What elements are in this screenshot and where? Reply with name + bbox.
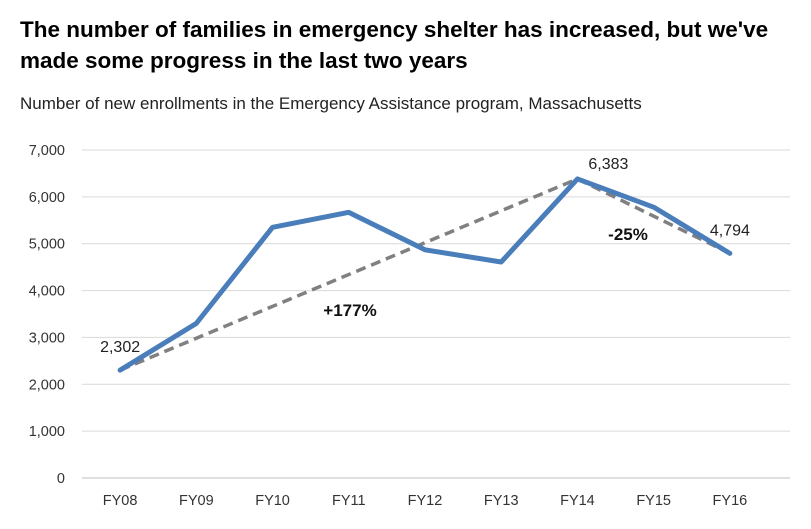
y-tick-label: 0 — [57, 471, 65, 487]
x-tick-label: FY11 — [332, 493, 366, 509]
trendline — [576, 177, 731, 255]
x-tick-label: FY10 — [255, 493, 290, 509]
y-tick-label: 6,000 — [29, 190, 65, 206]
y-tick-label: 7,000 — [29, 143, 65, 159]
data-label: 4,794 — [710, 222, 750, 239]
data-label: 2,302 — [100, 339, 140, 356]
trend-annotation: +177% — [323, 301, 376, 320]
x-tick-label: FY09 — [179, 493, 214, 509]
x-tick-label: FY08 — [103, 493, 138, 509]
y-tick-label: 2,000 — [29, 377, 65, 393]
trendline — [119, 177, 579, 372]
x-tick-label: FY12 — [408, 493, 443, 509]
trend-annotation: -25% — [608, 225, 648, 244]
x-tick-label: FY16 — [713, 493, 748, 509]
y-tick-label: 4,000 — [29, 284, 65, 300]
x-tick-label: FY15 — [636, 493, 671, 509]
chart-subtitle: Number of new enrollments in the Emergen… — [20, 94, 642, 113]
y-tick-label: 5,000 — [29, 237, 65, 253]
data-label: 6,383 — [588, 156, 628, 173]
x-tick-label: FY13 — [484, 493, 519, 509]
y-tick-label: 3,000 — [29, 330, 65, 346]
x-tick-label: FY14 — [560, 493, 595, 509]
chart-title: The number of families in emergency shel… — [20, 17, 769, 73]
y-tick-label: 1,000 — [29, 424, 65, 440]
